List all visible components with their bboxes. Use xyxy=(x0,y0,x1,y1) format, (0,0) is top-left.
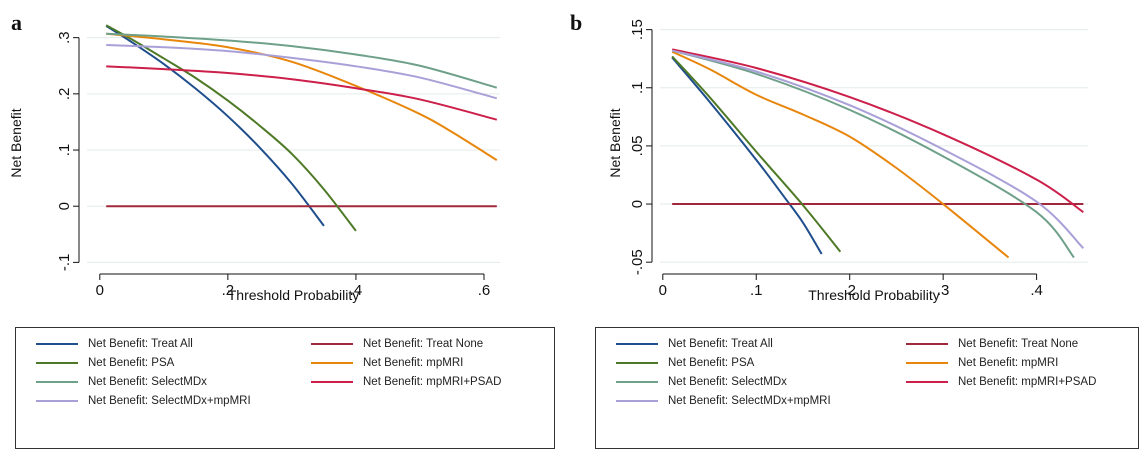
series-line-psa xyxy=(671,55,842,253)
legend-label: Net Benefit: Treat None xyxy=(363,338,484,350)
panel-b-letter: b xyxy=(570,10,583,35)
series-line-treat-all xyxy=(671,56,823,255)
series-line-mpmri-psad xyxy=(106,65,498,121)
legend-item: Net Benefit: Treat All xyxy=(616,336,773,352)
y-tick-label: 0 xyxy=(56,202,73,210)
series-line-selectmdx-mpmri xyxy=(671,49,1085,249)
x-axis-title: Threshold Probability xyxy=(808,287,940,303)
panel-a-legend: Net Benefit: Treat All Net Benefit: Treat… xyxy=(15,327,555,449)
y-tick-label: -.1 xyxy=(56,254,73,272)
legend-swatch xyxy=(906,381,948,383)
legend-label: Net Benefit: Treat All xyxy=(668,338,773,350)
panel-b-chart: 0 .1 .2 .3 .4 -.05 0 .05 .1 .15 Threshold Probabil… xyxy=(607,19,1088,303)
legend-item: Net Benefit: mpMRI xyxy=(906,355,1058,371)
y-tick-label: .1 xyxy=(56,144,73,157)
legend-swatch xyxy=(616,400,658,402)
series-line-treat-all xyxy=(105,25,325,227)
y-tick-label: .05 xyxy=(629,135,646,156)
series-line-mpmri-psad xyxy=(671,48,1084,214)
legend-item: Net Benefit: Treat None xyxy=(311,336,483,352)
series-line-psa xyxy=(105,24,357,232)
series-line-mpmri xyxy=(106,32,498,161)
legend-swatch xyxy=(616,381,658,383)
x-tick-label: .4 xyxy=(350,282,363,299)
legend-item: Net Benefit: PSA xyxy=(36,355,174,371)
series-line-selectmdx xyxy=(106,32,498,89)
legend-label: Net Benefit: mpMRI+PSAD xyxy=(363,376,502,388)
legend-label: Net Benefit: Treat All xyxy=(88,338,193,350)
y-tick-label: 0 xyxy=(629,200,646,208)
legend-label: Net Benefit: SelectMDx+mpMRI xyxy=(88,395,251,407)
series-line-selectmdx xyxy=(671,49,1075,259)
panel-a-letter: a xyxy=(11,10,22,35)
x-tick-label: .4 xyxy=(1030,282,1043,299)
legend-label: Net Benefit: mpMRI xyxy=(363,357,464,369)
legend-swatch xyxy=(311,381,353,383)
y-tick-label: .15 xyxy=(629,19,646,40)
legend-item: Net Benefit: PSA xyxy=(616,355,754,371)
legend-label: Net Benefit: SelectMDx+mpMRI xyxy=(668,395,831,407)
legend-swatch xyxy=(36,381,78,383)
legend-swatch xyxy=(906,362,948,364)
y-tick-label: .2 xyxy=(56,88,73,101)
legend-swatch xyxy=(616,343,658,345)
x-tick-label: .2 xyxy=(843,282,856,299)
y-axis-title: Net Benefit xyxy=(607,108,623,177)
x-tick-label: 0 xyxy=(659,282,667,299)
legend-swatch xyxy=(36,362,78,364)
legend-item: Net Benefit: Treat None xyxy=(906,336,1078,352)
y-tick-label: -.05 xyxy=(629,249,646,275)
legend-item: Net Benefit: mpMRI+PSAD xyxy=(311,374,501,390)
x-tick-label: .2 xyxy=(222,282,235,299)
y-tick-label: .3 xyxy=(56,31,73,44)
legend-label: Net Benefit: PSA xyxy=(88,357,175,369)
x-tick-label: .6 xyxy=(478,282,491,299)
legend-swatch xyxy=(616,362,658,364)
panel-a-chart: 0 .2 .4 .6 -.1 0 .1 .2 .3 Threshold Probability Ne… xyxy=(8,24,500,303)
panel-b-legend: Net Benefit: Treat All Net Benefit: Treat… xyxy=(595,327,1139,449)
legend-item: Net Benefit: mpMRI+PSAD xyxy=(906,374,1096,390)
legend-item: Net Benefit: Treat All xyxy=(36,336,193,352)
legend-item: Net Benefit: SelectMDx xyxy=(36,374,207,390)
x-axis-title: Threshold Probability xyxy=(228,287,360,303)
legend-label: Net Benefit: mpMRI xyxy=(958,357,1059,369)
legend-swatch xyxy=(311,343,353,345)
legend-item: Net Benefit: SelectMDx+mpMRI xyxy=(616,393,831,409)
legend-swatch xyxy=(311,362,353,364)
x-tick-label: 0 xyxy=(96,282,104,299)
y-axis-title: Net Benefit xyxy=(8,108,24,177)
legend-item: Net Benefit: SelectMDx xyxy=(616,374,787,390)
legend-label: Net Benefit: SelectMDx xyxy=(88,376,207,388)
legend-swatch xyxy=(36,400,78,402)
x-tick-label: .3 xyxy=(937,282,950,299)
y-tick-label: .1 xyxy=(629,82,646,95)
x-tick-label: .1 xyxy=(750,282,763,299)
legend-swatch xyxy=(906,343,948,345)
legend-label: Net Benefit: SelectMDx xyxy=(668,376,787,388)
series-line-mpmri xyxy=(671,50,1010,259)
legend-label: Net Benefit: Treat None xyxy=(958,338,1079,350)
legend-item: Net Benefit: SelectMDx+mpMRI xyxy=(36,393,251,409)
legend-label: Net Benefit: mpMRI+PSAD xyxy=(958,376,1097,388)
legend-item: Net Benefit: mpMRI xyxy=(311,355,463,371)
legend-swatch xyxy=(36,343,78,345)
legend-label: Net Benefit: PSA xyxy=(668,357,755,369)
series-line-selectmdx-mpmri xyxy=(106,43,498,100)
